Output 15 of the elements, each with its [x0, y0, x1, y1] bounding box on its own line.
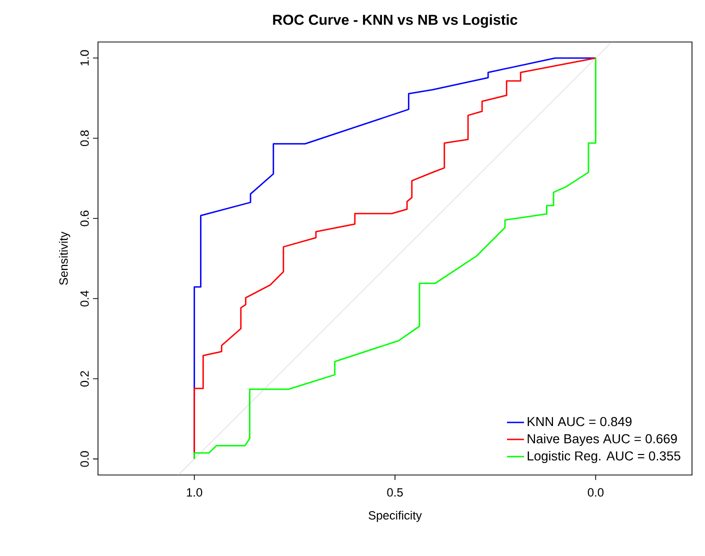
x-tick-label: 1.0: [186, 488, 202, 497]
y-tick-label: 1.0: [80, 50, 89, 66]
y-tick-label: 0.0: [80, 451, 89, 467]
legend-label: KNN AUC = 0.849: [528, 417, 632, 426]
y-axis-title: Sensitivity: [59, 232, 70, 285]
y-tick-label: 0.8: [80, 130, 89, 146]
legend-label: Naive Bayes AUC = 0.669: [528, 434, 677, 446]
x-tick-label: 0.5: [387, 488, 403, 497]
x-tick-label: 0.0: [588, 488, 604, 497]
y-tick-label: 0.2: [80, 371, 89, 387]
x-axis-title: Specificity: [368, 510, 422, 522]
y-tick-label: 0.4: [80, 290, 89, 306]
legend-label: Logistic Reg. AUC = 0.355: [528, 450, 680, 464]
y-tick-label: 0.6: [80, 210, 89, 226]
chart-title: ROC Curve - KNN vs NB vs Logistic: [273, 14, 518, 28]
